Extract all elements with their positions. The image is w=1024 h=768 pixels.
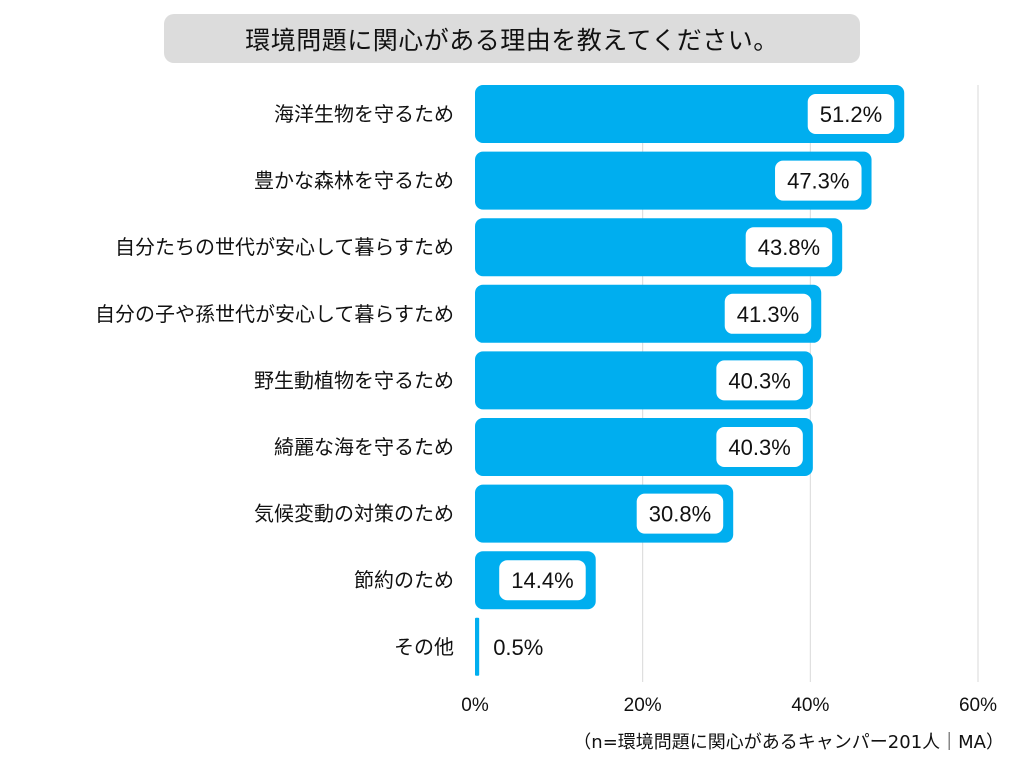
x-tick-label: 60% [959, 695, 997, 716]
x-tick-label: 40% [791, 695, 829, 716]
value-label-box [724, 293, 812, 334]
category-label: 豊かな森林を守るため [254, 169, 454, 193]
value-label: 40.3% [728, 368, 790, 393]
category-label: 野生動植物を守るため [254, 368, 454, 392]
chart-title: 環境問題に関心がある理由を教えてください。 [164, 14, 860, 63]
value-label-box [716, 427, 803, 467]
value-label: 0.5% [493, 635, 543, 660]
category-label: 自分の子や孫世代が安心して暮らすため [95, 302, 454, 326]
category-label: 気候変動の対策のため [254, 502, 454, 526]
category-label: 節約のため [354, 568, 454, 592]
x-tick-label: 20% [624, 695, 662, 716]
value-label: 43.8% [758, 235, 820, 260]
bar [475, 617, 480, 676]
sample-note: （n=環境問題に関心があるキャンパー201人｜MA） [573, 732, 1004, 753]
category-label: その他 [394, 635, 454, 659]
value-label-box [745, 227, 833, 268]
value-label: 40.3% [728, 435, 790, 460]
value-label: 51.2% [820, 102, 882, 127]
value-labels: 51.2% 47.3% 43.8% 41.3% 40.3% 40.3% 30.8% 14.4%… [493, 94, 895, 660]
value-label-box [499, 560, 586, 601]
value-label-box [716, 360, 803, 401]
value-label-box [775, 160, 862, 201]
value-label: 47.3% [787, 169, 849, 194]
x-axis-ticks: 0% 20% 40% 60% [461, 695, 997, 716]
category-label: 綺麗な海を守るため [274, 435, 454, 459]
value-label: 30.8% [649, 502, 711, 527]
bar [475, 85, 905, 143]
bar [475, 151, 872, 210]
value-label: 14.4% [511, 568, 573, 593]
x-tick-label: 0% [461, 695, 489, 716]
category-label: 自分たちの世代が安心して暮らすため [115, 235, 454, 259]
value-label-box [807, 94, 895, 134]
value-label-box [636, 493, 724, 534]
category-label: 海洋生物を守るため [274, 102, 454, 126]
category-labels: 海洋生物を守るため豊かな森林を守るため自分たちの世代が安心して暮らすため自分の子… [95, 102, 454, 659]
value-label: 41.3% [737, 302, 799, 327]
